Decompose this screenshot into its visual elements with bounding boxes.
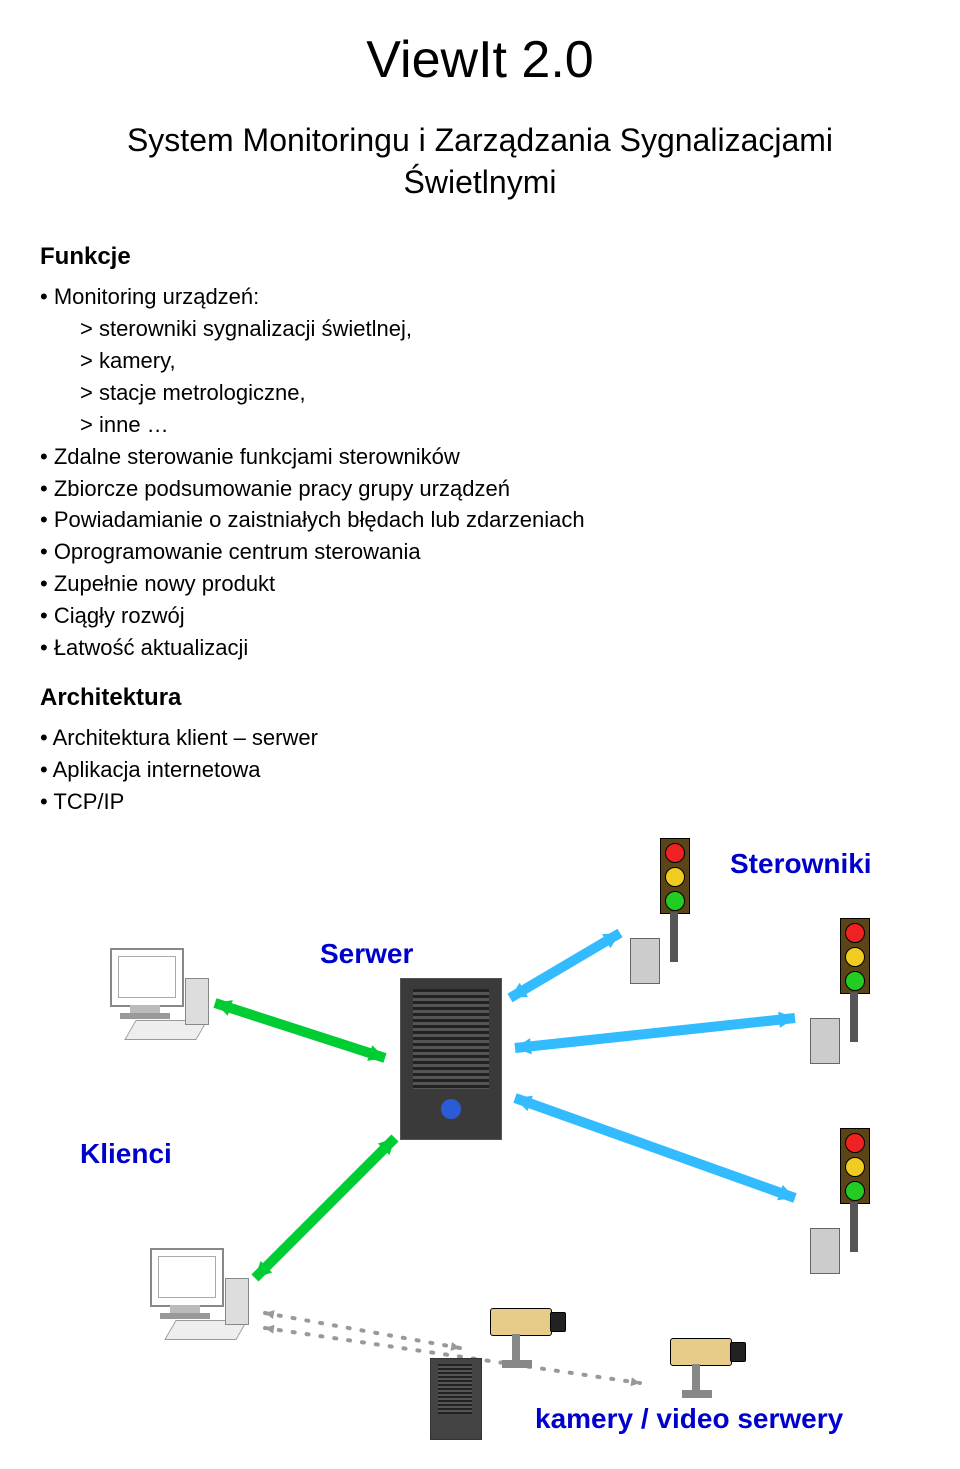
camera-icon [490, 1308, 552, 1336]
bullet-aktualizacja: • Łatwość aktualizacji [40, 632, 920, 664]
camera-1 [480, 1308, 570, 1368]
label-serwer: Serwer [320, 938, 413, 970]
bullet-rozwoj: • Ciągły rozwój [40, 600, 920, 632]
traffic-light-icon [840, 918, 870, 994]
traffic-light-icon [840, 1128, 870, 1204]
server-icon [400, 978, 502, 1140]
architecture-diagram: Serwer Klienci Sterowniki kamery / video… [40, 838, 900, 1438]
label-kamery: kamery / video serwery [535, 1403, 843, 1435]
traffic-light-1 [620, 838, 690, 988]
bullet-monitoring: • Monitoring urządzeń: [40, 281, 920, 313]
mini-server-icon [430, 1358, 482, 1440]
client-node-1 [100, 948, 210, 1048]
traffic-light-2 [800, 918, 870, 1068]
camera-icon [670, 1338, 732, 1366]
label-sterowniki: Sterowniki [730, 848, 872, 880]
subtitle-line-2: Świetlnymi [404, 164, 557, 200]
cpu-icon [185, 978, 209, 1025]
bullet-arch-app: • Aplikacja internetowa [40, 754, 920, 786]
monitor-icon [110, 948, 184, 1007]
section-heading-architektura: Architektura [40, 684, 920, 712]
camera-2 [660, 1338, 750, 1398]
label-klienci: Klienci [80, 1138, 172, 1170]
cpu-icon [225, 1278, 249, 1325]
traffic-light-icon [660, 838, 690, 914]
subtitle: System Monitoringu i Zarządzania Sygnali… [40, 120, 920, 203]
client-node-2 [140, 1248, 250, 1348]
page-title: ViewIt 2.0 [40, 30, 920, 90]
bullet-zbiorcze: • Zbiorcze podsumowanie pracy grupy urzą… [40, 473, 920, 505]
bullet-zdalne: • Zdalne sterowanie funkcjami sterownikó… [40, 441, 920, 473]
monitor-icon [150, 1248, 224, 1307]
sub-stacje: > stacje metrologiczne, [80, 377, 920, 409]
bullet-nowy-produkt: • Zupełnie nowy produkt [40, 568, 920, 600]
traffic-light-3 [800, 1128, 870, 1278]
sub-inne: > inne … [80, 409, 920, 441]
funkcje-list: • Monitoring urządzeń: > sterowniki sygn… [40, 281, 920, 664]
sub-kamery: > kamery, [80, 345, 920, 377]
bullet-oprogramowanie: • Oprogramowanie centrum sterowania [40, 536, 920, 568]
bullet-arch-klient-serwer: • Architektura klient – serwer [40, 722, 920, 754]
arch-list: • Architektura klient – serwer • Aplikac… [40, 722, 920, 818]
sub-sterowniki: > sterowniki sygnalizacji świetlnej, [80, 313, 920, 345]
section-heading-funkcje: Funkcje [40, 243, 920, 271]
mini-server [430, 1358, 480, 1438]
server-node [400, 978, 500, 1138]
subtitle-line-1: System Monitoringu i Zarządzania Sygnali… [127, 122, 833, 158]
bullet-arch-tcpip: • TCP/IP [40, 786, 920, 818]
bullet-powiadamianie: • Powiadamianie o zaistniałych błędach l… [40, 504, 920, 536]
